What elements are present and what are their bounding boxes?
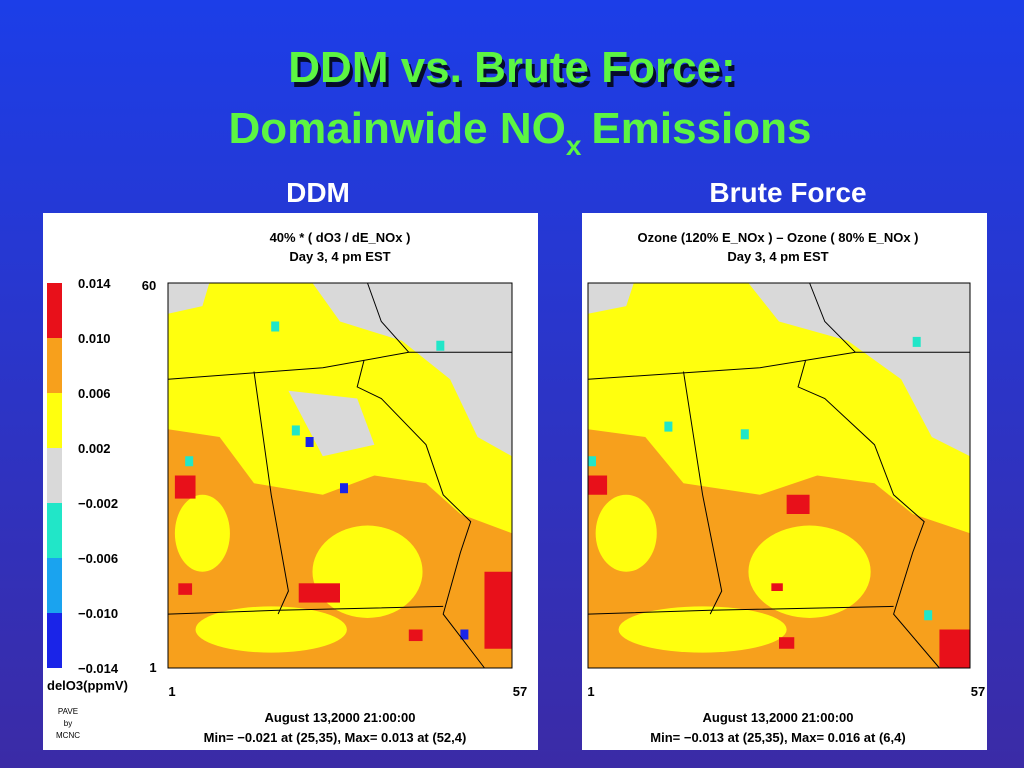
swatch	[47, 393, 62, 448]
region-gray	[288, 390, 375, 457]
state-border	[683, 371, 723, 615]
swatch	[47, 448, 62, 503]
swatch	[47, 613, 62, 668]
colorbar	[47, 283, 62, 668]
region-red	[174, 475, 196, 499]
label: 60	[142, 278, 156, 293]
map-frame	[167, 282, 513, 669]
label: 0.014	[78, 276, 111, 291]
title-shadow: DDM vs. Brute Force:	[291, 48, 738, 97]
region-red	[786, 494, 810, 514]
title-sub: x	[566, 130, 582, 161]
speck	[664, 421, 673, 432]
speck	[305, 437, 314, 447]
label: Day 3, 4 pm EST	[289, 249, 390, 264]
region-yellow	[195, 606, 347, 653]
panel-label: Brute Force	[709, 177, 866, 208]
speck	[436, 340, 445, 351]
region-yellow	[618, 606, 787, 653]
label: 1	[168, 684, 175, 699]
label: −0.006	[78, 551, 118, 566]
region-red	[779, 637, 795, 649]
region-gray	[748, 283, 970, 457]
state-border	[587, 351, 970, 380]
speck	[340, 483, 348, 494]
region-yellow	[174, 494, 230, 572]
speck	[185, 456, 194, 467]
state-border	[167, 351, 512, 380]
label: Min= −0.013 at (25,35), Max= 0.016 at (6…	[650, 730, 905, 745]
state-border	[809, 282, 856, 353]
speck	[588, 456, 596, 467]
label: August 13,2000 21:00:00	[702, 710, 853, 725]
speck	[924, 610, 933, 621]
state-border	[356, 359, 485, 669]
speck	[291, 425, 300, 436]
label: 57	[971, 684, 985, 699]
label: 1	[587, 684, 594, 699]
label: −0.002	[78, 496, 118, 511]
state-border	[253, 371, 289, 615]
map	[587, 282, 971, 669]
label: delO3(ppmV)	[47, 678, 128, 693]
region-red	[484, 571, 512, 649]
label: MCNC	[56, 731, 80, 740]
title-line-2: Domainwide NOx Emissions	[228, 104, 811, 161]
region-gray	[588, 283, 634, 314]
label: Ozone (120% E_NOx ) – Ozone ( 80% E_NOx …	[637, 230, 918, 245]
label: 1	[149, 660, 156, 675]
region-red	[939, 629, 970, 668]
label: August 13,2000 21:00:00	[264, 710, 415, 725]
region-gray	[312, 283, 512, 457]
label: 40% * ( dO3 / dE_NOx )	[270, 230, 411, 245]
region-red	[408, 629, 423, 642]
label: 0.002	[78, 441, 111, 456]
label: 0.010	[78, 331, 111, 346]
speck	[271, 321, 280, 332]
speck	[460, 629, 469, 640]
region-red	[298, 583, 340, 603]
swatch	[47, 283, 62, 338]
region-yellow	[748, 525, 871, 618]
region-yellow	[595, 494, 657, 572]
title-shadow-1: DDM vs. Brute Force:	[291, 48, 738, 97]
swatch	[47, 503, 62, 558]
title-main: Domainwide NO	[228, 104, 565, 153]
region-red	[771, 583, 783, 591]
region-red	[588, 475, 608, 495]
label: Min= −0.021 at (25,35), Max= 0.013 at (5…	[204, 730, 467, 745]
region-yellow	[312, 525, 423, 618]
title-line-1: DDM vs. Brute Force:	[288, 43, 735, 92]
speck	[740, 429, 749, 440]
state-border	[367, 282, 410, 353]
swatch	[47, 558, 62, 613]
swatch	[47, 338, 62, 393]
panels-content: 40% * ( dO3 / dE_NOx ) Day 3, 4 pm EST 0.0…	[47, 230, 985, 745]
region-red	[178, 583, 193, 595]
title-end: Emissions	[591, 104, 811, 153]
panel-label: DDM	[286, 177, 350, 208]
region-gray	[168, 283, 210, 314]
map	[167, 282, 513, 669]
label: 0.006	[78, 386, 111, 401]
label: Day 3, 4 pm EST	[727, 249, 828, 264]
speck	[912, 336, 921, 347]
map-frame	[587, 282, 971, 669]
label: 57	[513, 684, 527, 699]
label: PAVE	[58, 707, 78, 716]
label: −0.014	[78, 661, 119, 676]
state-border	[587, 605, 894, 615]
label: −0.010	[78, 606, 118, 621]
state-border	[167, 605, 444, 615]
state-border	[797, 359, 940, 669]
label: by	[64, 719, 72, 728]
